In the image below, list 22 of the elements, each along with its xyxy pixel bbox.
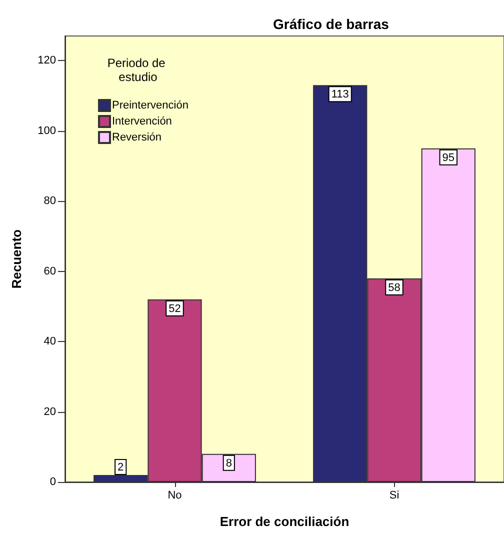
- data-label: 58: [388, 282, 400, 294]
- x-tick-label: No: [168, 490, 182, 502]
- y-tick-label: 0: [50, 476, 56, 488]
- data-label: 8: [226, 457, 232, 470]
- x-tick-label: Si: [389, 490, 400, 502]
- y-axis-title: Recuento: [9, 229, 24, 289]
- y-tick-label: 100: [38, 124, 56, 137]
- data-label: 2: [118, 461, 124, 474]
- legend-title: Periodo de estudio: [107, 56, 169, 84]
- legend-label: Preintervención: [112, 100, 188, 112]
- legend-label: Reversión: [112, 132, 162, 144]
- data-label: 52: [168, 302, 181, 315]
- y-tick-label: 40: [44, 336, 56, 348]
- chart-title: Gráfico de barras: [273, 16, 390, 32]
- y-tick-label: 20: [44, 406, 56, 418]
- x-axis-title: Error de conciliación: [220, 514, 350, 529]
- legend-label: Intervención: [112, 116, 172, 128]
- data-label: 95: [442, 152, 455, 164]
- y-tick-label: 120: [38, 54, 56, 67]
- data-label: 113: [331, 88, 349, 101]
- y-tick-label: 80: [44, 195, 56, 208]
- y-tick-label: 60: [44, 265, 56, 278]
